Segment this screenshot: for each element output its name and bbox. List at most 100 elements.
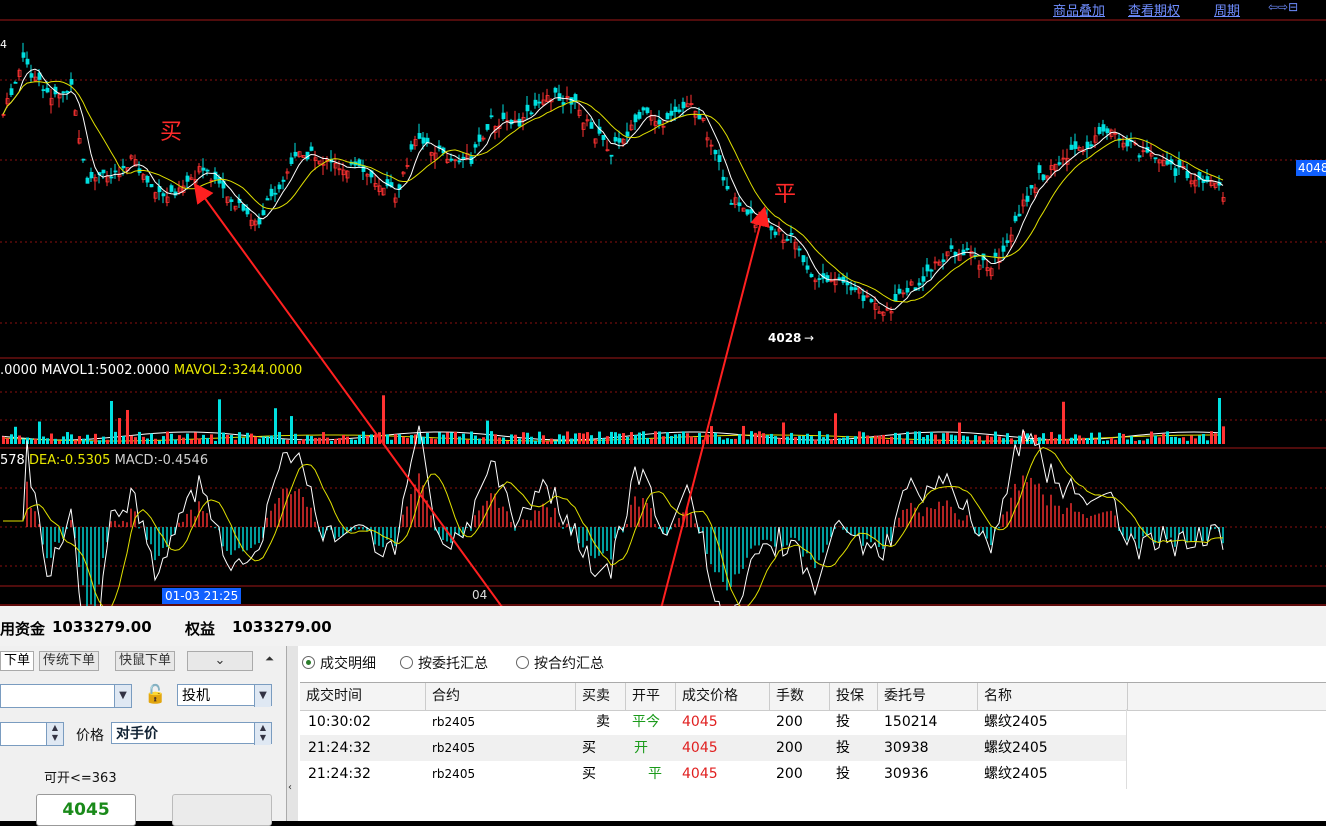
volume-bar [770, 433, 773, 444]
volume-bar [646, 437, 649, 444]
volume-bar [754, 432, 757, 444]
volume-bar [610, 431, 613, 444]
candle-body [449, 158, 454, 161]
tab-by-order-summary[interactable]: 按委托汇总 [400, 653, 488, 673]
tab-traditional-order[interactable]: 传统下单 [39, 651, 100, 671]
candle-body [945, 251, 950, 257]
volume-bar [782, 422, 785, 444]
tab-order[interactable]: 下单 [0, 651, 35, 671]
candle-body [533, 99, 538, 106]
buy-mark: 买 [160, 120, 183, 145]
volume-bar [42, 436, 45, 444]
candle-body [721, 176, 726, 181]
col-order-no[interactable]: 委托号 [878, 683, 978, 710]
period-link[interactable]: 周期 [1214, 4, 1241, 19]
volume-bar [1158, 437, 1161, 444]
volume-bar [618, 433, 621, 444]
col-offset[interactable]: 开平 [626, 683, 676, 710]
volume-bar [558, 434, 561, 444]
tab-quick-mouse-order[interactable]: 快鼠下单 [115, 651, 176, 671]
candle-body [273, 192, 278, 195]
column-divider [1126, 709, 1127, 789]
candle-body [841, 276, 846, 283]
candle-body [165, 196, 170, 203]
volume-bar [462, 433, 465, 444]
col-price[interactable]: 成交价格 [676, 683, 770, 710]
buy-button[interactable]: 4045 [36, 794, 136, 826]
candle-body [73, 110, 78, 116]
tab-by-contract-summary[interactable]: 按合约汇总 [516, 653, 604, 673]
candle-body [417, 133, 422, 139]
volume-bar [994, 431, 997, 444]
candle-body [361, 165, 366, 172]
candle-body [689, 103, 694, 105]
col-side[interactable]: 买卖 [576, 683, 626, 710]
col-hedge[interactable]: 投保 [830, 683, 878, 710]
volume-bar [234, 439, 237, 444]
candle-body [665, 113, 670, 120]
volume-bar [406, 438, 409, 444]
volume-bar [262, 436, 265, 444]
col-name[interactable]: 名称 [978, 683, 1128, 710]
candle-body [1153, 157, 1158, 160]
chart-area[interactable]: 商品叠加 查看期权 周期 ⇦⇨⊟ 4 4028 → 4048 买 平 .0000… [0, 0, 1326, 606]
volume-bar [566, 431, 569, 444]
candle-body [833, 278, 838, 286]
volume-bar [662, 436, 665, 444]
contract-combo[interactable]: ▼ [0, 684, 132, 708]
volume-bar [554, 440, 557, 444]
table-row[interactable]: 21:24:32 rb2405 买 平 4045 200 投 30936 螺纹2… [300, 761, 1126, 787]
nav-arrows-icon[interactable]: ⇦⇨⊟ [1268, 0, 1299, 14]
radio-off-icon[interactable] [516, 656, 529, 669]
candle-body [1173, 168, 1178, 176]
view-options-link[interactable]: 查看期权 [1128, 4, 1181, 19]
spin-arrows-icon[interactable]: ▲ ▼ [46, 723, 63, 745]
volume-bar [866, 435, 869, 444]
volume-bar [1218, 397, 1221, 444]
volume-bar [1178, 438, 1181, 444]
collapse-up-icon[interactable]: ⏶ [265, 652, 274, 665]
price-type-select[interactable]: 对手价 ▲ ▼ [111, 722, 272, 745]
volume-bar [130, 435, 133, 444]
col-qty[interactable]: 手数 [770, 683, 830, 710]
hedge-select[interactable]: 投机 ▼ [177, 684, 272, 707]
more-tabs-chevron-icon[interactable]: ⌄ [187, 651, 253, 671]
chevron-down-icon[interactable]: ▼ [254, 685, 271, 707]
quantity-stepper[interactable]: ▲ ▼ [0, 722, 64, 746]
overlay-commodity-link[interactable]: 商品叠加 [1053, 4, 1106, 19]
chevron-down-icon[interactable]: ▼ [114, 685, 131, 707]
candle-body [65, 91, 70, 93]
volume-bar [418, 432, 421, 444]
unlock-icon[interactable]: 🔓 [144, 684, 167, 705]
candle-body [853, 287, 858, 290]
candle-body [381, 187, 386, 196]
volume-bar [86, 434, 89, 444]
volume-bar [582, 433, 585, 444]
spin-arrows-icon[interactable]: ▲ ▼ [254, 723, 271, 745]
radio-on-icon[interactable] [302, 656, 315, 669]
volume-bar [22, 438, 25, 444]
table-row[interactable]: 10:30:02 rb2405 卖 平今 4045 200 投 150214 螺… [300, 709, 1126, 735]
cell-qty: 200 [776, 740, 803, 756]
candle-body [501, 112, 506, 120]
volume-bar [1058, 434, 1061, 444]
tab-trade-detail[interactable]: 成交明细 [302, 653, 376, 673]
volume-bar [654, 431, 657, 444]
table-row[interactable]: 21:24:32 rb2405 买 开 4045 200 投 30938 螺纹2… [300, 735, 1126, 761]
high-price-label: 4 [0, 38, 7, 51]
candle-body [421, 137, 426, 144]
candle-body [497, 125, 502, 129]
radio-off-icon[interactable] [400, 656, 413, 669]
col-trade-time[interactable]: 成交时间 [300, 683, 426, 710]
candle-body [401, 171, 406, 175]
volume-bar [1194, 438, 1197, 444]
sell-button[interactable] [172, 794, 272, 826]
kline-chart[interactable] [0, 0, 1326, 606]
collapse-left-icon[interactable]: ‹ [288, 782, 292, 793]
volume-bar [126, 409, 129, 444]
volume-bar [206, 437, 209, 444]
col-contract[interactable]: 合约 [426, 683, 576, 710]
volume-bar [74, 440, 77, 444]
volume-bar [330, 440, 333, 444]
volume-bar [970, 440, 973, 444]
